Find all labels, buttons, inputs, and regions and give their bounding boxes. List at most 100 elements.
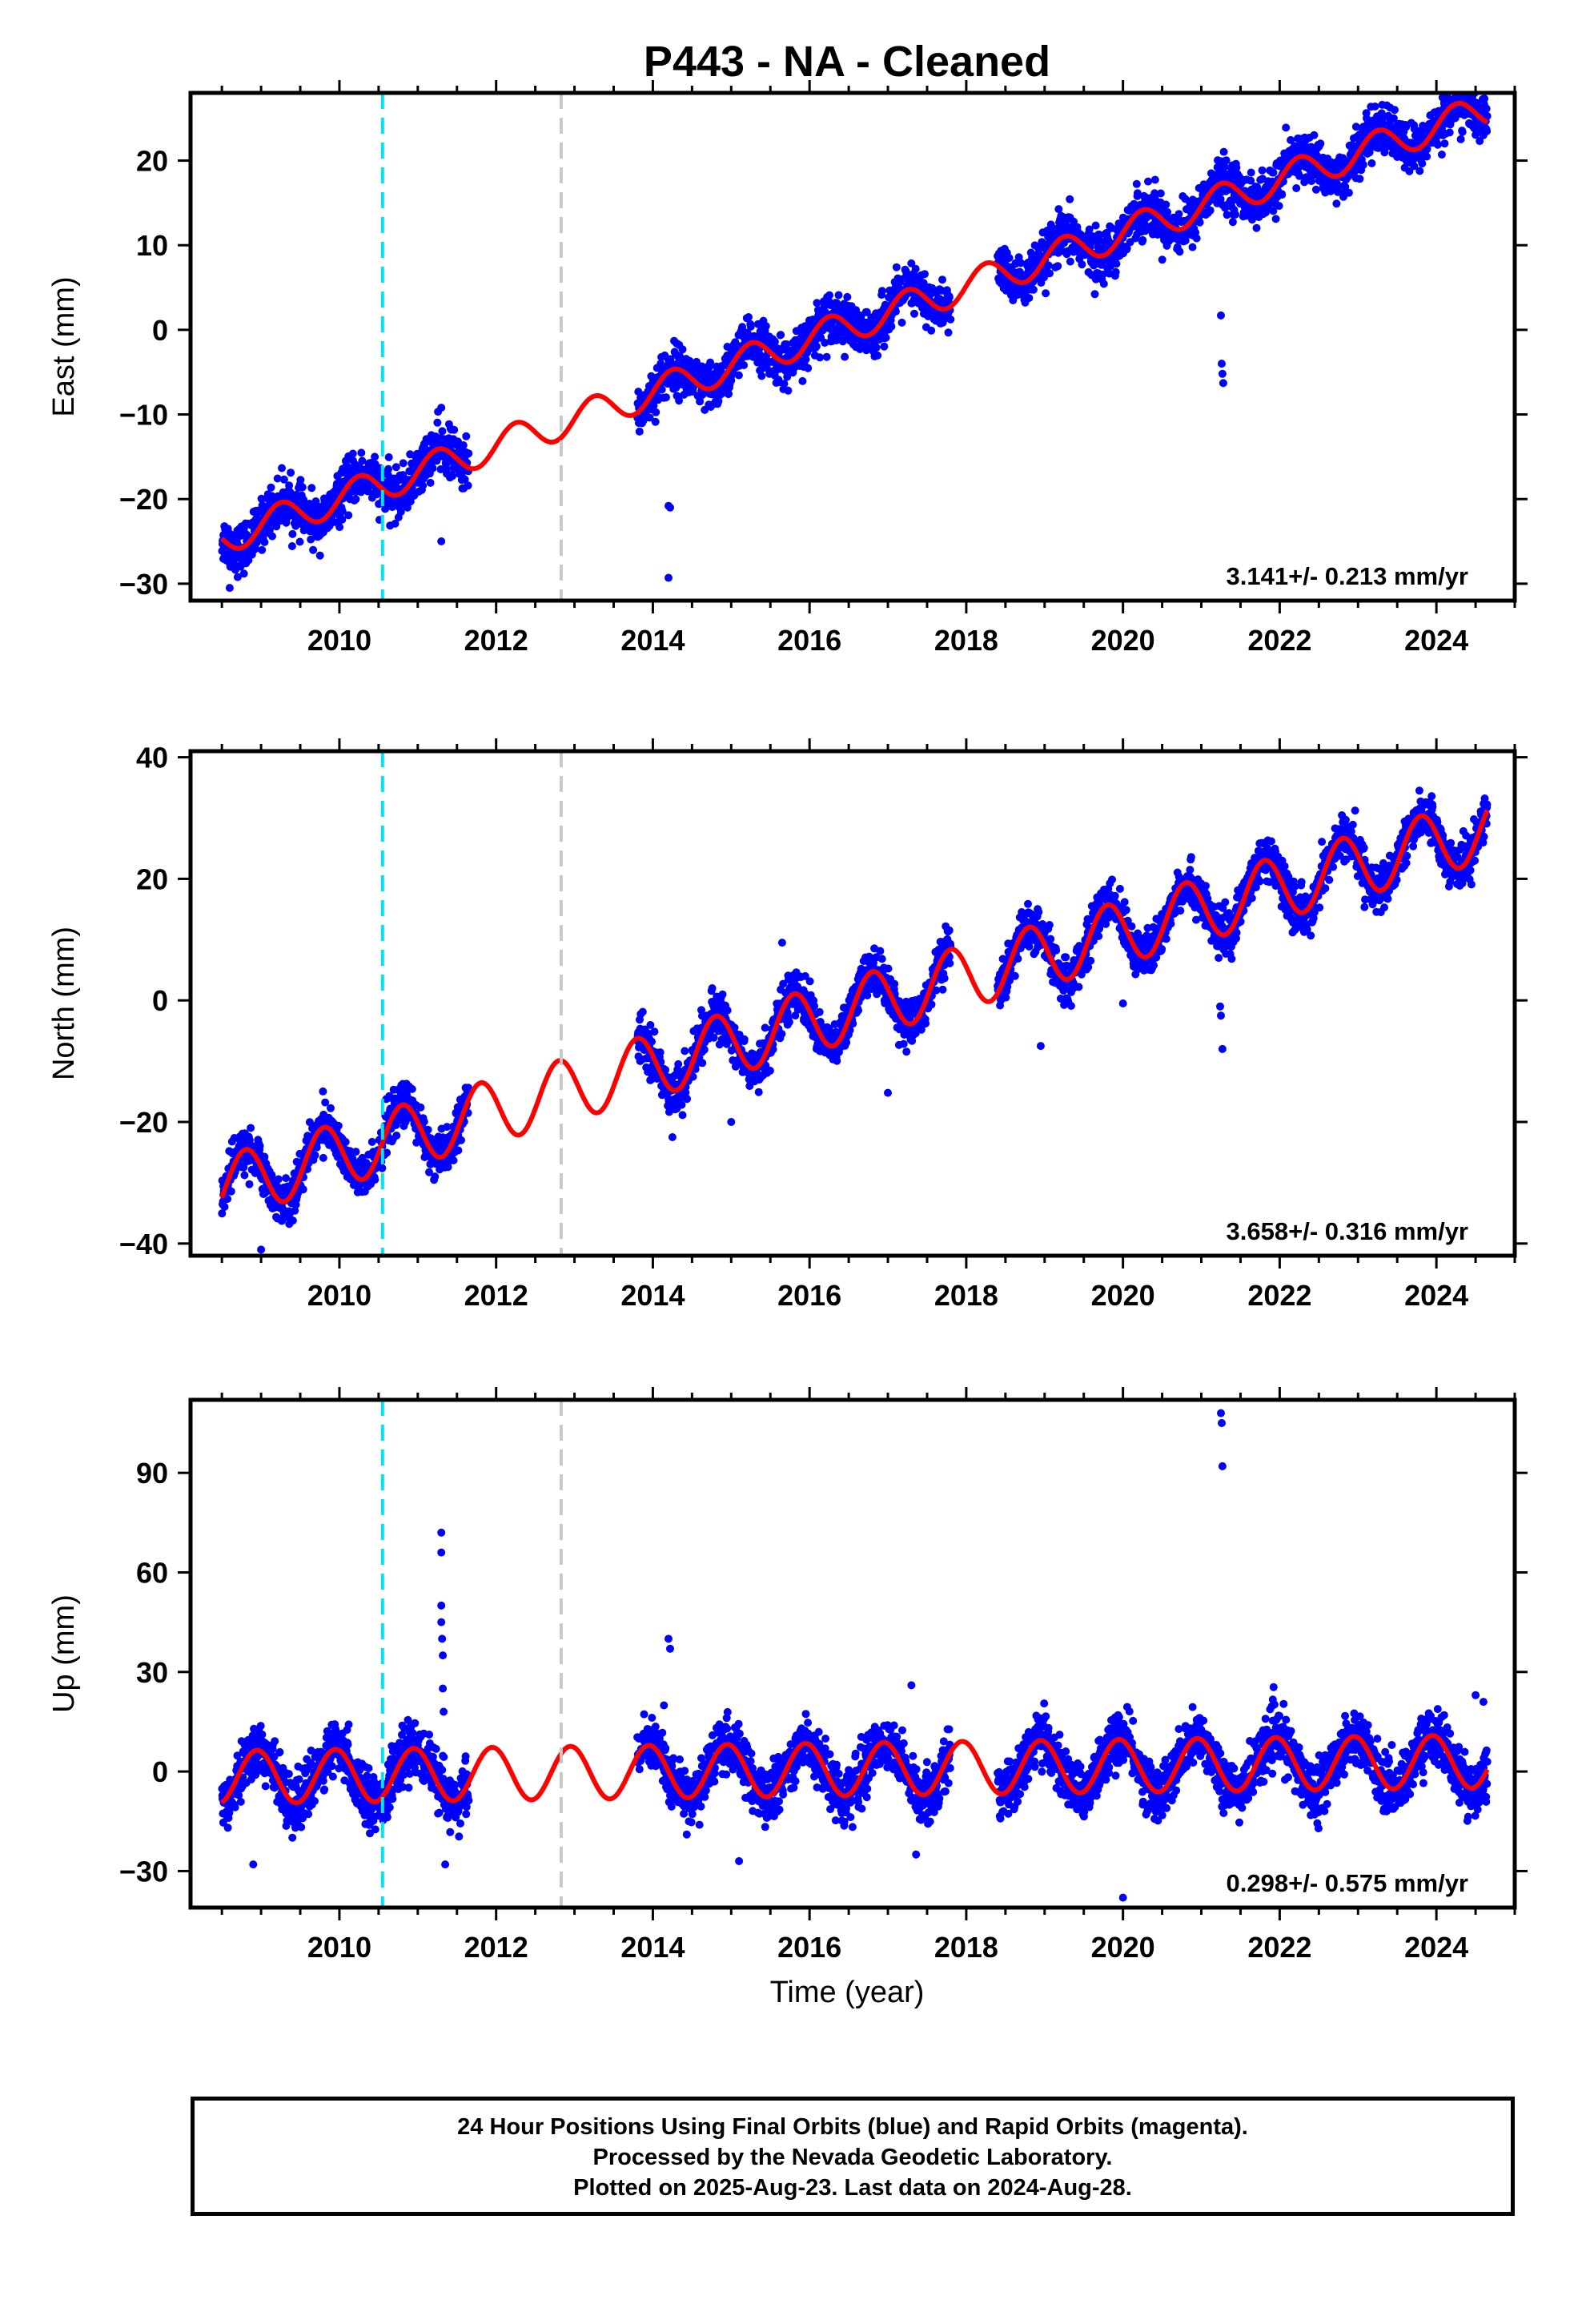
- data-point: [801, 355, 810, 364]
- x-tick-label: 2020: [1091, 624, 1155, 657]
- data-point: [1231, 210, 1239, 219]
- data-point: [287, 542, 296, 550]
- data-point: [457, 1136, 465, 1144]
- data-point: [420, 1117, 428, 1126]
- data-point: [681, 1047, 689, 1055]
- data-point: [351, 1148, 360, 1156]
- data-point: [1405, 167, 1414, 175]
- outlier-point: [665, 573, 673, 582]
- data-point: [260, 1152, 269, 1161]
- data-point: [357, 448, 366, 457]
- data-point: [714, 396, 723, 405]
- data-point: [396, 508, 405, 517]
- east-velocity-label: 3.141+/- 0.213 mm/yr: [1227, 562, 1468, 590]
- data-point: [1046, 269, 1054, 278]
- data-point: [648, 1037, 656, 1046]
- data-point: [777, 331, 785, 340]
- data-point: [709, 1033, 718, 1042]
- data-point: [460, 475, 469, 484]
- data-point: [1355, 175, 1364, 183]
- data-point: [1112, 259, 1121, 268]
- data-point: [730, 1023, 739, 1032]
- data-point: [464, 449, 473, 458]
- data-point: [1232, 163, 1241, 172]
- data-point: [1282, 123, 1291, 132]
- data-point: [691, 1065, 700, 1073]
- east-plot-area: [218, 66, 1492, 601]
- data-point: [1017, 259, 1026, 267]
- data-point: [315, 551, 324, 560]
- data-point: [872, 344, 881, 352]
- north-plot-area: [218, 751, 1492, 1256]
- data-point: [1473, 66, 1481, 74]
- data-point: [1195, 218, 1204, 227]
- data-point: [880, 342, 889, 351]
- data-point: [1458, 82, 1466, 90]
- data-point: [1206, 206, 1215, 215]
- data-point: [1066, 195, 1074, 203]
- data-point: [938, 275, 946, 284]
- data-point: [816, 353, 824, 362]
- data-point: [1310, 131, 1319, 139]
- data-point: [754, 1088, 763, 1096]
- data-point: [677, 1100, 686, 1109]
- data-point: [245, 1136, 254, 1144]
- data-point: [910, 309, 918, 318]
- data-point: [309, 545, 318, 554]
- data-point: [1066, 257, 1074, 266]
- data-point: [843, 292, 852, 301]
- data-point: [444, 1163, 452, 1172]
- data-point: [1307, 177, 1316, 186]
- data-point: [698, 1059, 707, 1068]
- data-point: [1163, 207, 1172, 216]
- data-point: [218, 1209, 227, 1218]
- data-point: [425, 1168, 433, 1176]
- data-point: [378, 1164, 387, 1172]
- outlier-point: [225, 584, 234, 593]
- data-point: [1410, 162, 1419, 171]
- x-tick-label: 2010: [307, 624, 371, 657]
- data-point: [651, 417, 660, 426]
- outlier-point: [666, 503, 674, 512]
- data-point: [268, 532, 276, 541]
- x-tick-label: 2012: [464, 624, 528, 657]
- data-point: [1472, 131, 1480, 139]
- data-point: [1085, 225, 1094, 234]
- data-point: [383, 1148, 391, 1157]
- data-point: [1341, 183, 1350, 191]
- data-point: [1162, 200, 1170, 209]
- data-point: [278, 464, 286, 472]
- data-point: [1458, 127, 1467, 136]
- data-point: [1371, 103, 1379, 111]
- data-point: [1271, 215, 1280, 223]
- data-point: [805, 977, 814, 986]
- data-point: [279, 475, 288, 484]
- data-point: [1181, 236, 1190, 245]
- data-point: [464, 481, 472, 490]
- data-point: [1029, 285, 1038, 294]
- data-point: [841, 352, 849, 361]
- data-point: [1228, 218, 1237, 227]
- data-point: [1144, 177, 1152, 186]
- data-point: [1363, 120, 1371, 129]
- data-point: [725, 389, 733, 398]
- data-point: [273, 474, 282, 483]
- data-point: [821, 339, 829, 347]
- data-point: [723, 1006, 732, 1015]
- x-tick-label: 2024: [1404, 624, 1468, 657]
- panel-north: 2010 2012 2014 2016 2018 2020 2022 2024−40−2002…: [47, 738, 1528, 1312]
- data-point: [1480, 94, 1489, 103]
- data-point: [1247, 176, 1255, 185]
- data-point: [689, 1072, 697, 1081]
- data-point: [288, 529, 297, 538]
- data-point: [745, 313, 753, 321]
- data-point: [761, 1023, 769, 1032]
- data-point: [678, 1111, 687, 1120]
- data-point: [1005, 254, 1014, 263]
- data-point: [822, 352, 831, 361]
- data-point: [1090, 290, 1099, 299]
- data-point: [1456, 135, 1465, 143]
- data-point: [319, 1087, 327, 1096]
- data-point: [804, 364, 813, 372]
